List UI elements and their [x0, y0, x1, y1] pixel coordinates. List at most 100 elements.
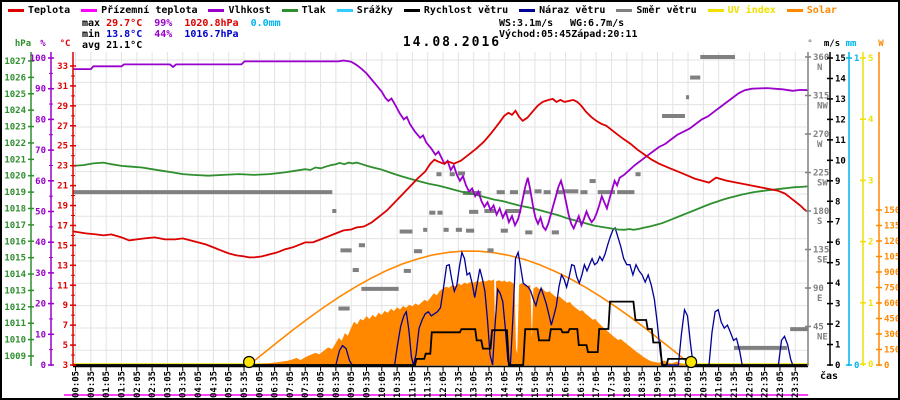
x-tick-label: 05:35 — [240, 371, 250, 398]
x-tick-label: 21:35 — [730, 371, 740, 398]
axis-tick-label-hpa: 1010 — [4, 336, 26, 346]
stats-value: 44% — [142, 29, 173, 40]
axis-tick-label-w: 150 — [884, 346, 900, 356]
axis-tick-label-degC: 13 — [57, 261, 68, 271]
legend-marker-icon — [403, 8, 420, 12]
axis-tick-label-hpa: 1023 — [4, 123, 26, 133]
x-tick-label: 22:35 — [761, 371, 771, 398]
axis-tick-label-degC: 19 — [57, 202, 68, 212]
axis-tick-label-pct: 60 — [35, 177, 46, 187]
axis-tick-label-ms: 10 — [835, 156, 846, 166]
stats-value: 1016.7hPa — [172, 29, 239, 40]
axis-tick-label-pct: 90 — [35, 85, 46, 95]
legend-label: Teplota — [28, 4, 71, 16]
x-tick-label: 19:35 — [669, 371, 679, 398]
axis-tick-label-hpa: 1014 — [4, 270, 26, 280]
axis-tick-label-hpa: 1013 — [4, 286, 26, 296]
axis-tick-label-degC: 9 — [63, 301, 68, 311]
sunrise-icon — [242, 355, 256, 369]
stats-value: Východ:05:45 — [499, 29, 572, 40]
legend-label: UV index — [727, 4, 776, 16]
stats-value: 99% — [142, 18, 173, 29]
axis-header-dir: ° — [807, 39, 812, 49]
x-tick-label: 05:05 — [225, 371, 235, 398]
x-tick-label: 14:05 — [500, 371, 510, 398]
axis-tick-label-degC: 29 — [57, 102, 68, 112]
axis-tick-label-w: 450 — [884, 315, 900, 325]
axis-tick-label-degC: 25 — [57, 142, 68, 152]
x-tick-label: 23:05 — [776, 371, 786, 398]
axis-tick-label-degC: 31 — [57, 82, 68, 92]
compass-label: NW — [817, 102, 828, 112]
axis-tick-label-w: 750 — [884, 284, 900, 294]
axis-tick-label-w: 600 — [884, 299, 900, 309]
stats-line: max 29.7°C 99% 1020.8hPa 0.0mm — [82, 18, 281, 29]
stats-line: Východ:05:45Západ:20:11 — [499, 29, 642, 40]
axis-tick-label-hpa: 1019 — [4, 188, 26, 198]
legend-marker-icon — [616, 8, 633, 12]
axis-tick-label-degC: 17 — [57, 221, 68, 231]
axis-tick-label-degC: 33 — [57, 62, 68, 72]
axis-tick-label-ms: 5 — [835, 259, 840, 269]
axis-tick-label-pct: 70 — [35, 146, 46, 156]
legend-marker-icon — [281, 8, 298, 12]
axis-tick-label-degC: 15 — [57, 241, 68, 251]
x-tick-label: 01:35 — [117, 371, 127, 398]
legend-marker-icon — [707, 8, 724, 12]
x-tick-label: 04:05 — [194, 371, 204, 398]
axis-tick-label-ms: 1 — [835, 341, 840, 351]
axis-tick-label-uv: 5 — [868, 54, 873, 64]
x-tick-label: 03:05 — [163, 371, 173, 398]
stats-value: 29.7°C — [106, 18, 143, 29]
axis-tick-label-mm: 0 — [854, 361, 859, 371]
axis-header-degC: °C — [60, 39, 71, 49]
legend-label: Solar — [806, 4, 837, 16]
axis-header-w: W — [878, 39, 884, 49]
x-tick-label: 17:05 — [592, 371, 602, 398]
x-tick-label: 06:35 — [271, 371, 281, 398]
axis-tick-label-dir: 45 — [813, 323, 824, 333]
x-tick-label: 09:05 — [347, 371, 357, 398]
axis-tick-label-ms: 11 — [835, 136, 846, 146]
axis-tick-label-w: 1200 — [884, 237, 900, 247]
x-tick-label: 01:05 — [102, 371, 112, 398]
axis-tick-label-pct: 80 — [35, 115, 46, 125]
axis-tick-label-hpa: 1020 — [4, 172, 26, 182]
stats-value: avg — [82, 40, 107, 51]
x-tick-label: 11:05 — [408, 371, 418, 398]
legend-item-3: Vlhkost — [208, 4, 271, 16]
x-tick-label: 15:35 — [546, 371, 556, 398]
stats-value: max — [82, 18, 107, 29]
compass-label: S — [817, 217, 822, 227]
series-degC-line — [72, 97, 808, 259]
legend-label: Přízemní teplota — [101, 4, 198, 16]
compass-label: SE — [817, 256, 828, 266]
legend-label: Rychlost větru — [423, 4, 509, 16]
legend-marker-icon — [8, 8, 24, 12]
axis-tick-label-dir: 315 — [813, 92, 829, 102]
legend-label: Srážky — [356, 4, 393, 16]
stats-value: WS:3.1m/s — [499, 18, 554, 29]
stats-value: Západ:20:11 — [571, 29, 638, 40]
series-ms-line — [73, 300, 808, 366]
x-tick-label: 22:05 — [745, 371, 755, 398]
axis-tick-label-pct: 100 — [30, 54, 46, 64]
x-tick-label: 13:05 — [470, 371, 480, 398]
axis-tick-label-ms: 15 — [835, 54, 846, 64]
stats-value: 13.8°C — [106, 29, 143, 40]
legend-item-5: Srážky — [336, 4, 393, 16]
legend-item-6: Rychlost větru — [403, 4, 509, 16]
x-tick-label: 14:35 — [516, 371, 526, 398]
axis-tick-label-degC: 21 — [57, 182, 68, 192]
series-pct-line — [73, 59, 808, 232]
chart-title: 14.08.2016 — [402, 35, 502, 50]
x-tick-label: 13:35 — [485, 371, 495, 398]
axis-tick-label-ms: 7 — [835, 218, 840, 228]
solar-area — [249, 279, 688, 366]
legend-label: Vlhkost — [228, 4, 271, 16]
axis-tick-label-w: 1050 — [884, 253, 900, 263]
axis-tick-label-ms: 6 — [835, 238, 840, 248]
stats-value: 0.0mm — [238, 18, 281, 29]
